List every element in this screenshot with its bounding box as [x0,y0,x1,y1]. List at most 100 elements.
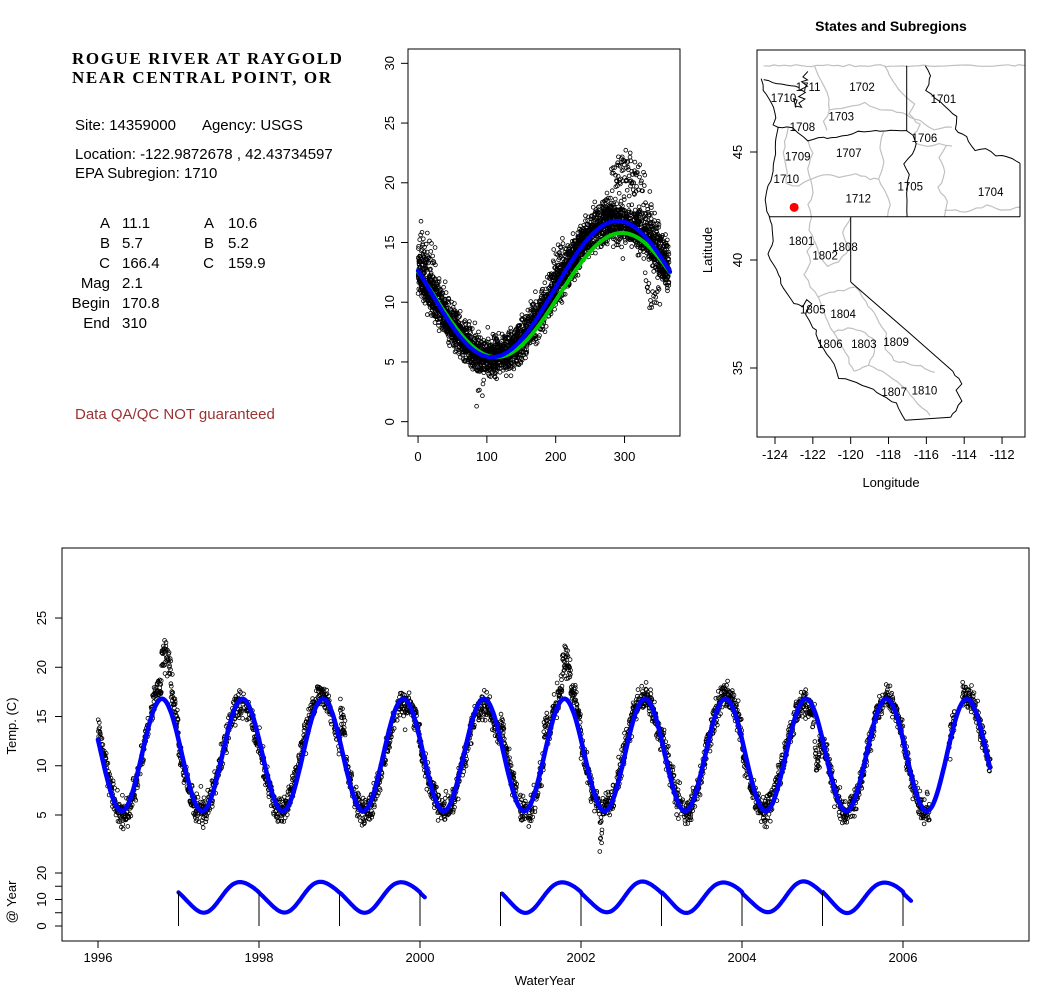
subregion-label: 1705 [897,182,923,194]
subregion-labels: 1711 1702 1701 1710 1703 1708 1706 1707 1709 1710… [771,82,1004,399]
subregion-boundary-line [906,114,952,131]
subregion-boundary-line [782,126,789,184]
tick-label: 15 [382,235,397,249]
state-boundary-line [905,416,951,421]
subregion-boundary-line [817,296,835,333]
subregion-label: 1703 [828,111,854,123]
subregion-boundary-line [814,217,852,268]
state-boundary-line [950,370,963,418]
seasonal-fit-plot: 0 100 200 300 0 5 10 15 20 25 30 [382,48,681,464]
subregion-boundary-line [944,204,1021,213]
subregion-boundary-line [877,131,891,217]
tick-label: 0 [414,449,421,464]
param-label: C [203,255,214,272]
tick-label: 200 [545,449,567,464]
tick-label: 20 [382,176,397,190]
tick-label: 100 [476,449,498,464]
tick-label: 10 [34,892,49,906]
subregion-label: 1712 [845,193,871,205]
param-value: 10.6 [228,215,258,232]
tick-label: 45 [730,145,745,159]
subregion-boundary-line [867,364,931,416]
subregion-label: 1806 [817,339,843,351]
qaqc-warning: Data QA/QC NOT guaranteed [75,406,275,423]
subregion-label: 1803 [851,339,877,351]
ts-yaxis-label: Temp. (C) [4,697,19,754]
param-label: B [99,235,110,252]
ts-y-axis-ticks: 5 10 15 20 25 [34,611,62,819]
tick-label: 25 [34,611,49,625]
station-title-line1: ROGUE RIVER AT RAYGOLD [72,49,344,68]
tick-label: 1996 [84,950,113,965]
tick-label: 0 [34,922,49,929]
site-agency-line: Site: 14359000 Agency: USGS [75,117,303,134]
param-value: 11.1 [122,215,151,232]
tick-label: 20 [34,660,49,674]
subregion-boundary-line [833,327,876,372]
state-boundary-line [903,130,917,217]
subregion-boundary-line [810,173,879,181]
seasonal-fit-curve-blue [415,218,673,360]
tick-label: -112 [990,447,1015,462]
subregion-boundary-line [854,286,888,334]
subregion-boundary-line [915,142,952,148]
station-title-line2: NEAR CENTRAL POINT, OR [72,68,333,87]
site-location-marker [789,202,799,212]
tick-label: -122 [800,447,826,462]
tick-label: 0 [382,418,397,425]
tick-label: 30 [382,56,397,70]
plot-border [61,547,1030,942]
subregion-value: 1710 [183,165,218,182]
epa-subregion-line: EPA Subregion: 1710 [75,165,217,182]
tick-label: 1998 [245,950,274,965]
annual-fit-curve [95,696,993,814]
state-boundary-line [924,65,1021,164]
param-row: B 5.7 B 5.2 [40,234,304,254]
agency-label: Agency: [201,117,257,134]
subregion-boundaries [763,63,1025,416]
tick-label: 2000 [406,950,435,965]
param-value [214,314,304,334]
param-value: 170.8 [122,295,160,312]
param-value: 159.9 [228,255,266,272]
tick-label: 20 [34,866,49,880]
tick-label: 15 [34,709,49,723]
ts-x-axis-ticks: 1996 1998 2000 2002 2004 2006 [84,941,918,965]
subregion-label: 1710 [771,93,797,105]
per-year-profile-subpanel [176,879,914,926]
location-label: Location: [75,146,136,163]
subregion-label: 1709 [785,151,811,163]
map-title: States and Subregions [815,18,967,34]
param-row: A 11.1 A 10.6 [40,214,304,234]
map-axes [756,49,1026,438]
states-subregions-map: States and Subregions 1711 17021701171017… [700,18,1026,490]
seasonal-fit-curve-green [416,230,672,360]
seasonal-y-axis-ticks: 0 5 10 15 20 25 30 [382,56,408,425]
subregion-boundary-line [785,178,811,187]
param-label [168,294,214,314]
subregion-label: 1706 [912,133,938,145]
subregion-label: 1704 [978,187,1004,199]
param-value: 5.2 [228,235,249,252]
subregion-label: 1810 [912,386,938,398]
tick-label: 300 [614,449,636,464]
map-y-axis-ticks: 35 40 45 [730,145,757,375]
seasonal-x-axis-ticks: 0 100 200 300 [414,436,635,464]
tick-label: 2006 [889,950,918,965]
param-row: C 166.4 C 159.9 [40,254,304,274]
param-value: 2.1 [122,275,143,292]
param-label [168,314,214,334]
param-label: End [83,315,110,332]
param-label: Begin [71,295,110,312]
state-boundaries [760,65,1021,421]
subregion-label: 1707 [836,148,862,160]
map-geography: 1711 1702 1701 1710 1703 1708 1706 1707 1709 1710… [760,63,1025,421]
subregion-label: 1711 [796,82,821,94]
tick-label: -120 [838,447,864,462]
map-xaxis-label: Longitude [862,475,919,490]
subregion-boundary-line [763,63,1025,68]
param-row: End 310 [40,314,304,334]
location-line: Location: -122.9872678 , 42.43734597 [75,146,333,163]
tick-label: 25 [382,116,397,130]
